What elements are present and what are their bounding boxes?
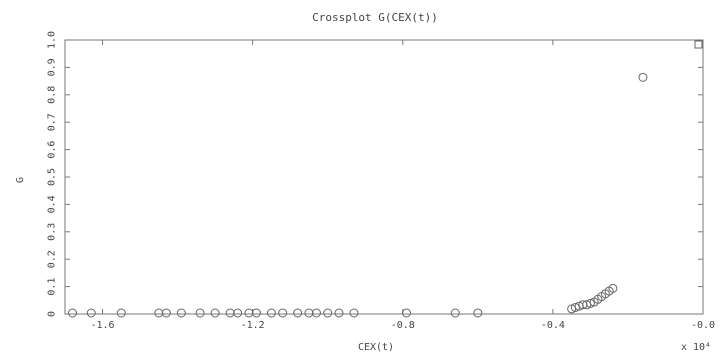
data-point xyxy=(349,308,359,318)
data-point xyxy=(176,308,186,318)
data-point xyxy=(195,308,205,318)
data-point xyxy=(161,308,171,318)
data-point xyxy=(233,308,243,318)
data-point xyxy=(154,308,164,318)
y-tick-label: 1.0 xyxy=(47,31,58,49)
x-scale-label: x 10⁴ xyxy=(681,342,711,353)
data-point xyxy=(210,308,220,318)
y-tick-label: 0.4 xyxy=(47,195,58,213)
x-tick-label: -0.0 xyxy=(691,320,715,331)
x-axis-ticks: -1.6 -1.2 -0.8 -0.4 -0.0 xyxy=(90,40,715,331)
y-tick-label: 0 xyxy=(47,311,58,317)
y-tick-label: 0.9 xyxy=(47,58,58,76)
x-tick-label: -0.4 xyxy=(541,320,565,331)
x-tick-label: -0.8 xyxy=(391,320,415,331)
data-point xyxy=(473,308,483,318)
data-point xyxy=(116,308,126,318)
square-marker xyxy=(694,40,703,49)
data-point xyxy=(304,308,314,318)
data-point xyxy=(311,308,321,318)
y-tick-label: 0.5 xyxy=(47,168,58,186)
data-point xyxy=(244,308,254,318)
chart-title: Crossplot G(CEX(t)) xyxy=(312,11,438,24)
data-point xyxy=(638,72,648,82)
data-point xyxy=(278,308,288,318)
x-tick-label: -1.6 xyxy=(90,320,114,331)
data-point xyxy=(68,308,78,318)
plot-frame xyxy=(64,39,704,315)
y-tick-label: 0.7 xyxy=(47,113,58,131)
data-point xyxy=(608,283,618,293)
data-point xyxy=(251,308,261,318)
data-point xyxy=(402,308,412,318)
data-point xyxy=(86,308,96,318)
y-tick-label: 0.8 xyxy=(47,86,58,104)
data-point xyxy=(225,308,235,318)
y-axis-label: G xyxy=(15,177,26,183)
data-point xyxy=(585,298,595,308)
y-axis-ticks: 0 0.1 0.2 0.3 0.4 0.5 0.6 0.7 0.8 0.9 1.0 xyxy=(47,31,703,317)
data-point xyxy=(266,308,276,318)
y-tick-label: 0.2 xyxy=(47,250,58,268)
x-tick-label: -1.2 xyxy=(241,320,265,331)
data-point xyxy=(450,308,460,318)
data-points xyxy=(68,40,703,318)
y-tick-label: 0.3 xyxy=(47,223,58,241)
x-axis-label: CEX(t) xyxy=(358,342,394,353)
data-point xyxy=(293,308,303,318)
data-point xyxy=(323,308,333,318)
data-point xyxy=(334,308,344,318)
y-tick-label: 0.6 xyxy=(47,141,58,159)
y-tick-label: 0.1 xyxy=(47,278,58,296)
